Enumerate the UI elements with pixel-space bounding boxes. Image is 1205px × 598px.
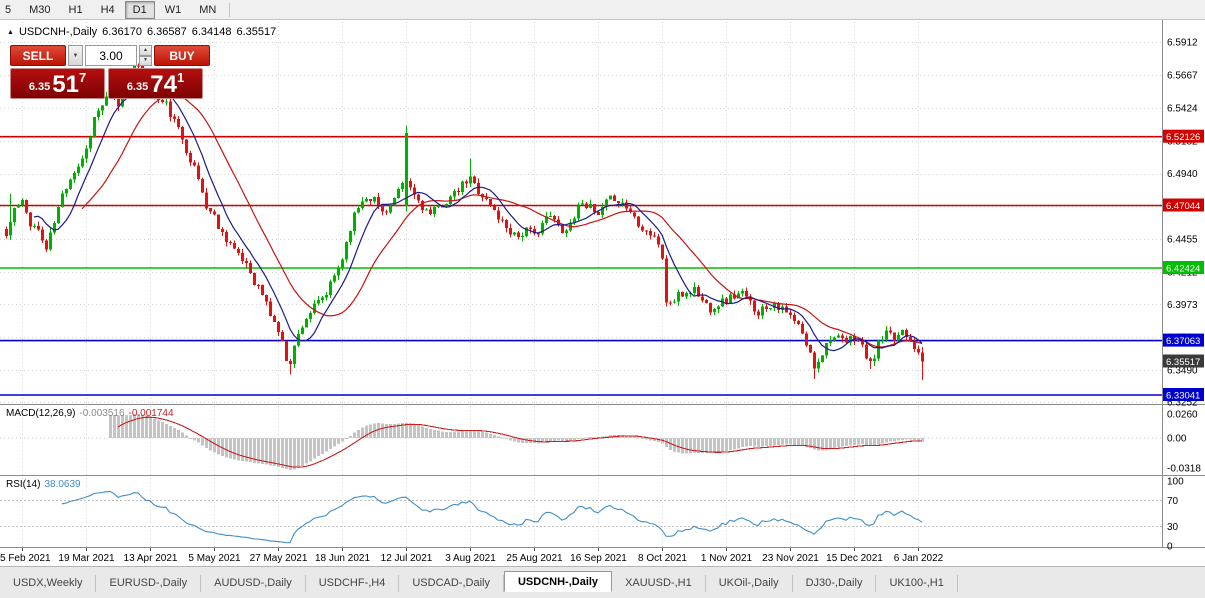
ohlc-low: 6.34148 (191, 26, 232, 38)
buy-price-panel[interactable]: 6.35 74 1 (108, 68, 203, 99)
chart-tab-eurusd-daily[interactable]: EURUSD-,Daily (96, 575, 202, 592)
svg-text:0.0260: 0.0260 (1167, 409, 1198, 420)
chart-tabs: USDX,Weekly EURUSD-,Daily AUDUSD-,Daily USD… (0, 571, 1205, 592)
time-axis: 25 Feb 2021 19 Mar 2021 13 Apr 2021 5 May 2… (0, 548, 944, 564)
svg-text:25 Aug 2021: 25 Aug 2021 (506, 553, 563, 564)
chart-tab-usdcad-daily[interactable]: USDCAD-,Daily (399, 575, 504, 592)
bid-price-big: 51 (52, 71, 79, 98)
chart-tab-usdchf-h4[interactable]: USDCHF-,H4 (306, 575, 400, 592)
volume-spinner: ▲ ▼ (139, 45, 152, 66)
svg-text:3 Aug 2021: 3 Aug 2021 (445, 553, 496, 564)
svg-text:6.33041: 6.33041 (1166, 391, 1200, 402)
svg-text:6.47044: 6.47044 (1166, 201, 1200, 212)
one-click-trading-panel: SELL ▼ ▲ ▼ BUY 6.35 51 7 6.35 74 1 (10, 45, 210, 99)
svg-text:70: 70 (1167, 496, 1179, 507)
chart-tab-audusd-daily[interactable]: AUDUSD-,Daily (201, 575, 306, 592)
ohlc-high: 6.36587 (146, 26, 187, 38)
timeframe-toolbar: 5 M30 H1 H4 D1 W1 MN (0, 0, 1205, 20)
svg-text:23 Nov 2021: 23 Nov 2021 (762, 553, 819, 564)
chart-tab-xauusd-h1[interactable]: XAUUSD-,H1 (612, 575, 706, 592)
ma-fast-line (33, 79, 923, 352)
svg-text:6.5424: 6.5424 (1167, 104, 1198, 115)
svg-text:6.5912: 6.5912 (1167, 38, 1198, 49)
macd-signal-line (117, 416, 923, 468)
svg-text:25 Feb 2021: 25 Feb 2021 (0, 553, 51, 564)
svg-text:19 Mar 2021: 19 Mar 2021 (58, 553, 115, 564)
timeframe-button-5[interactable]: 5 (5, 3, 12, 16)
svg-text:16 Sep 2021: 16 Sep 2021 (570, 553, 627, 564)
svg-text:15 Dec 2021: 15 Dec 2021 (826, 553, 883, 564)
svg-text:6.3252: 6.3252 (1167, 398, 1198, 409)
svg-text:18 Jun 2021: 18 Jun 2021 (315, 553, 370, 564)
support-resistance-lines[interactable] (0, 135, 1162, 396)
svg-text:6.42424: 6.42424 (1166, 264, 1200, 275)
ma-slow-line (81, 93, 923, 348)
candles-layer (5, 62, 924, 380)
rsi-label: RSI(14) 38.0639 (6, 479, 81, 490)
timeframe-button-d1[interactable]: D1 (124, 0, 155, 19)
svg-text:6.37063: 6.37063 (1166, 336, 1200, 347)
svg-text:0.00: 0.00 (1167, 434, 1187, 445)
ohlc-close: 6.35517 (236, 26, 277, 38)
svg-text:6.3490: 6.3490 (1167, 365, 1198, 376)
moving-averages (33, 79, 923, 352)
chart-tab-uk100-h1[interactable]: UK100-,H1 (876, 575, 958, 592)
timeframe-button-w1[interactable]: W1 (164, 3, 182, 16)
timeframe-button-m30[interactable]: M30 (29, 3, 51, 16)
volume-dropdown-button[interactable]: ▼ (68, 45, 83, 66)
price-axis-badges: 6.52126 6.47044 6.42424 6.37063 6.33041 6.355… (1163, 129, 1204, 402)
grid-horizontal (0, 42, 1162, 403)
macd-label: MACD(12,26,9) -0.003516 -0.001744 (6, 408, 174, 419)
svg-text:-0.0318: -0.0318 (1167, 463, 1201, 474)
svg-text:8 Oct 2021: 8 Oct 2021 (638, 553, 687, 564)
svg-text:6.35517: 6.35517 (1166, 357, 1200, 368)
macd-pane (0, 413, 1162, 471)
sell-button[interactable]: SELL (10, 45, 66, 66)
chart-tab-bar: USDX,Weekly EURUSD-,Daily AUDUSD-,Daily USD… (0, 566, 1205, 598)
svg-text:27 May 2021: 27 May 2021 (250, 553, 308, 564)
chart-title: ▲ USDCNH-,Daily 6.36170 6.36587 6.34148 … (7, 26, 276, 38)
svg-text:12 Jul 2021: 12 Jul 2021 (381, 553, 433, 564)
bid-price-prefix: 6.35 (28, 81, 51, 93)
volume-input[interactable] (85, 45, 137, 66)
svg-text:30: 30 (1167, 522, 1179, 533)
svg-text:6.3973: 6.3973 (1167, 300, 1198, 311)
svg-text:6.52126: 6.52126 (1166, 132, 1200, 143)
chart-area[interactable]: 6.59126.56676.54246.51826.49406.46976.44… (0, 20, 1205, 566)
ask-price-prefix: 6.35 (126, 81, 149, 93)
chart-symbol-label: USDCNH-,Daily (18, 26, 98, 38)
volume-decrease-icon[interactable]: ▼ (139, 55, 152, 66)
svg-text:6.4940: 6.4940 (1167, 169, 1198, 180)
buy-button[interactable]: BUY (154, 45, 210, 66)
svg-text:0: 0 (1167, 542, 1173, 553)
svg-text:6.5667: 6.5667 (1167, 71, 1198, 82)
timeframe-button-h1[interactable]: H1 (68, 3, 83, 16)
chart-tab-usdcnh-daily[interactable]: USDCNH-,Daily (503, 571, 613, 592)
ask-price-big: 74 (150, 71, 177, 98)
chart-tab-ukoil-daily[interactable]: UKOil-,Daily (706, 575, 793, 592)
timeframe-button-mn[interactable]: MN (199, 3, 217, 16)
rsi-pane (0, 490, 1162, 544)
svg-text:100: 100 (1167, 477, 1184, 488)
chart-tab-usdx-weekly[interactable]: USDX,Weekly (0, 575, 97, 592)
svg-text:1 Nov 2021: 1 Nov 2021 (701, 553, 753, 564)
svg-text:6.4455: 6.4455 (1167, 235, 1198, 246)
sell-price-panel[interactable]: 6.35 51 7 (10, 68, 105, 99)
ask-price-sup: 1 (176, 70, 185, 85)
price-chart[interactable]: 6.59126.56676.54246.51826.49406.46976.44… (0, 20, 1205, 566)
rsi-line (61, 490, 923, 544)
pane-separators[interactable] (0, 20, 1205, 548)
svg-text:13 Apr 2021: 13 Apr 2021 (124, 553, 178, 564)
ohlc-open: 6.36170 (102, 26, 142, 38)
volume-increase-icon[interactable]: ▲ (139, 45, 152, 56)
svg-text:5 May 2021: 5 May 2021 (188, 553, 241, 564)
toolbar-separator (229, 2, 231, 17)
bid-price-sup: 7 (78, 70, 87, 85)
svg-text:6 Jan 2022: 6 Jan 2022 (894, 553, 944, 564)
one-click-collapse-icon[interactable]: ▲ (7, 28, 14, 36)
chart-tab-dj30-daily[interactable]: DJ30-,Daily (793, 575, 877, 592)
timeframe-button-h4[interactable]: H4 (100, 3, 115, 16)
